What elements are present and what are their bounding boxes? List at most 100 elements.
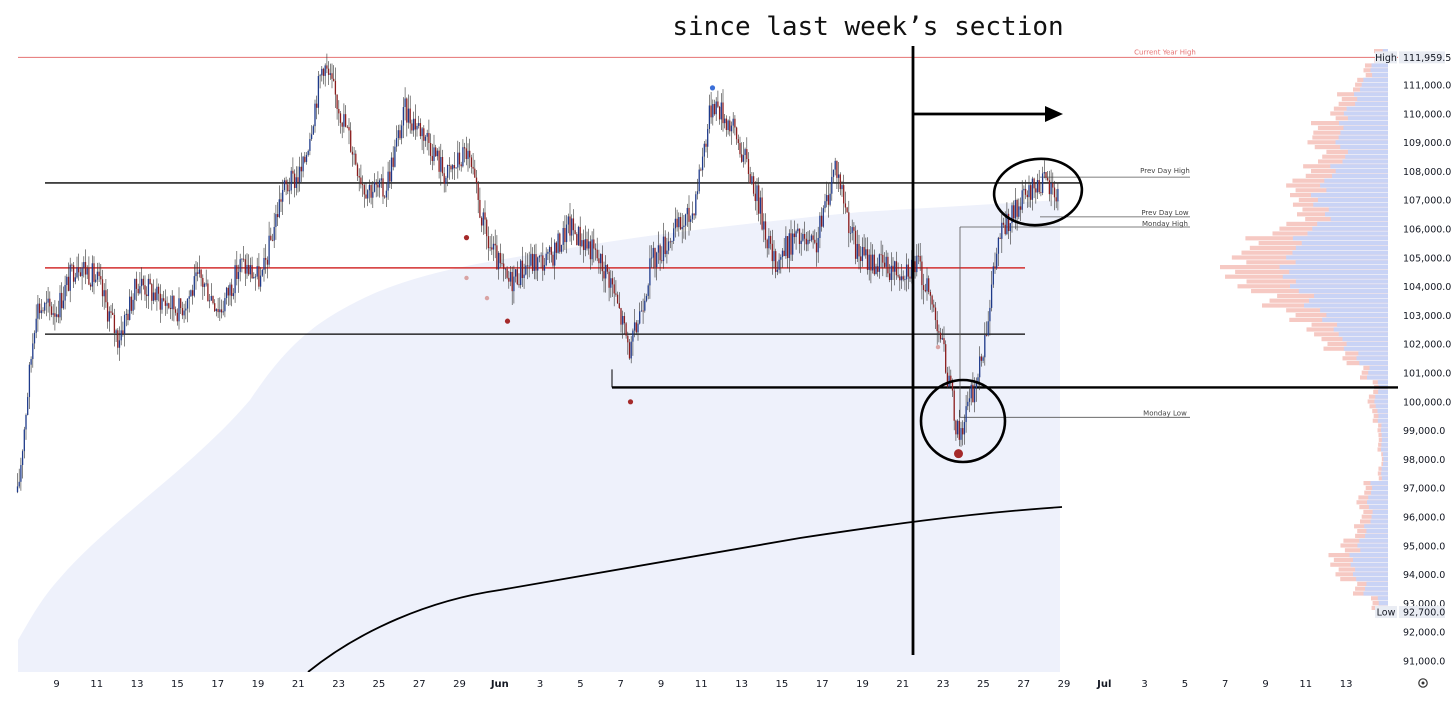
candle-body[interactable] [628, 342, 631, 359]
candle-body[interactable] [950, 375, 952, 381]
candle-body[interactable] [795, 231, 797, 238]
candle-body[interactable] [203, 283, 206, 287]
candle-body[interactable] [729, 120, 731, 132]
candle-body[interactable] [441, 157, 444, 174]
candle-body[interactable] [897, 275, 899, 277]
candle-body[interactable] [397, 130, 399, 139]
candle-body[interactable] [659, 245, 661, 261]
candle-body[interactable] [1050, 182, 1052, 195]
candle-body[interactable] [520, 260, 522, 286]
candle-body[interactable] [1040, 192, 1042, 193]
candle-body[interactable] [671, 240, 673, 242]
candle-body[interactable] [506, 268, 508, 278]
candle-body[interactable] [195, 272, 197, 277]
candle-body[interactable] [815, 242, 818, 253]
candle-body[interactable] [989, 307, 991, 322]
candle-body[interactable] [865, 249, 867, 256]
candle-body[interactable] [273, 226, 275, 241]
candle-body[interactable] [35, 318, 37, 333]
candle-body[interactable] [633, 322, 636, 331]
candle-body[interactable] [81, 267, 83, 277]
candle-body[interactable] [453, 165, 456, 169]
candle-body[interactable] [543, 265, 546, 271]
candle-body[interactable] [695, 194, 697, 216]
candle-body[interactable] [232, 293, 235, 297]
candle-body[interactable] [307, 150, 309, 155]
candle-body[interactable] [790, 233, 792, 255]
candle-body[interactable] [356, 164, 359, 177]
candle-body[interactable] [23, 429, 25, 452]
candle-body[interactable] [904, 279, 906, 280]
candle-body[interactable] [387, 171, 389, 191]
candle-body[interactable] [402, 107, 405, 126]
candle-body[interactable] [775, 251, 777, 272]
candle-body[interactable] [565, 224, 568, 243]
candle-body[interactable] [662, 236, 665, 262]
candle-body[interactable] [977, 377, 979, 384]
candle-body[interactable] [368, 184, 371, 191]
candle-body[interactable] [684, 214, 687, 226]
candle-body[interactable] [384, 196, 386, 198]
candle-body[interactable] [990, 284, 993, 308]
candle-body[interactable] [474, 168, 476, 178]
candle-body[interactable] [984, 335, 986, 358]
candle-body[interactable] [322, 68, 325, 76]
candle-body[interactable] [491, 247, 493, 250]
candle-body[interactable] [406, 98, 408, 123]
candle-body[interactable] [936, 320, 938, 332]
candle-body[interactable] [843, 185, 845, 204]
candle-body[interactable] [66, 276, 68, 286]
candle-body[interactable] [154, 292, 156, 301]
candle-body[interactable] [654, 247, 656, 268]
candle-body[interactable] [832, 169, 835, 177]
candle-body[interactable] [429, 142, 432, 156]
candle-body[interactable] [251, 265, 253, 279]
candle-body[interactable] [866, 249, 869, 270]
candle-body[interactable] [193, 276, 195, 296]
candle-body[interactable] [59, 292, 61, 318]
candle-body[interactable] [579, 226, 581, 247]
candle-body[interactable] [737, 139, 739, 144]
candle-body[interactable] [50, 306, 53, 315]
candle-body[interactable] [421, 128, 423, 137]
candle-body[interactable] [805, 238, 807, 245]
candle-body[interactable] [30, 359, 32, 365]
candle-body[interactable] [423, 128, 425, 141]
candle-body[interactable] [664, 236, 666, 255]
candle-body[interactable] [139, 286, 141, 294]
candle-body[interactable] [548, 246, 551, 252]
candle-body[interactable] [214, 303, 216, 312]
candle-body[interactable] [137, 288, 139, 294]
candle-body[interactable] [778, 259, 780, 270]
candle-body[interactable] [763, 221, 765, 230]
candle-body[interactable] [691, 213, 694, 220]
candle-body[interactable] [560, 244, 563, 252]
candle-body[interactable] [477, 182, 479, 200]
candle-body[interactable] [399, 130, 401, 139]
candle-body[interactable] [588, 241, 590, 249]
candle-body[interactable] [317, 76, 320, 108]
candle-body[interactable] [860, 256, 862, 262]
candle-body[interactable] [156, 286, 158, 301]
candle-body[interactable] [129, 296, 131, 320]
candle-body[interactable] [426, 133, 428, 137]
candle-body[interactable] [231, 284, 233, 297]
candle-body[interactable] [353, 153, 355, 155]
candle-body[interactable] [33, 332, 36, 344]
candle-body[interactable] [108, 311, 110, 322]
candle-body[interactable] [106, 302, 109, 322]
candle-body[interactable] [304, 156, 306, 162]
candle-body[interactable] [180, 298, 182, 309]
candle-body[interactable] [266, 259, 269, 265]
candle-body[interactable] [732, 118, 734, 126]
candle-body[interactable] [227, 287, 229, 296]
candle-body[interactable] [926, 278, 928, 292]
candle-body[interactable] [42, 310, 44, 312]
candle-body[interactable] [288, 190, 291, 192]
candle-body[interactable] [676, 218, 678, 228]
candle-body[interactable] [1016, 199, 1018, 217]
candle-body[interactable] [535, 254, 537, 271]
candle-body[interactable] [324, 65, 326, 76]
candle-body[interactable] [348, 127, 350, 131]
candle-body[interactable] [28, 364, 31, 398]
